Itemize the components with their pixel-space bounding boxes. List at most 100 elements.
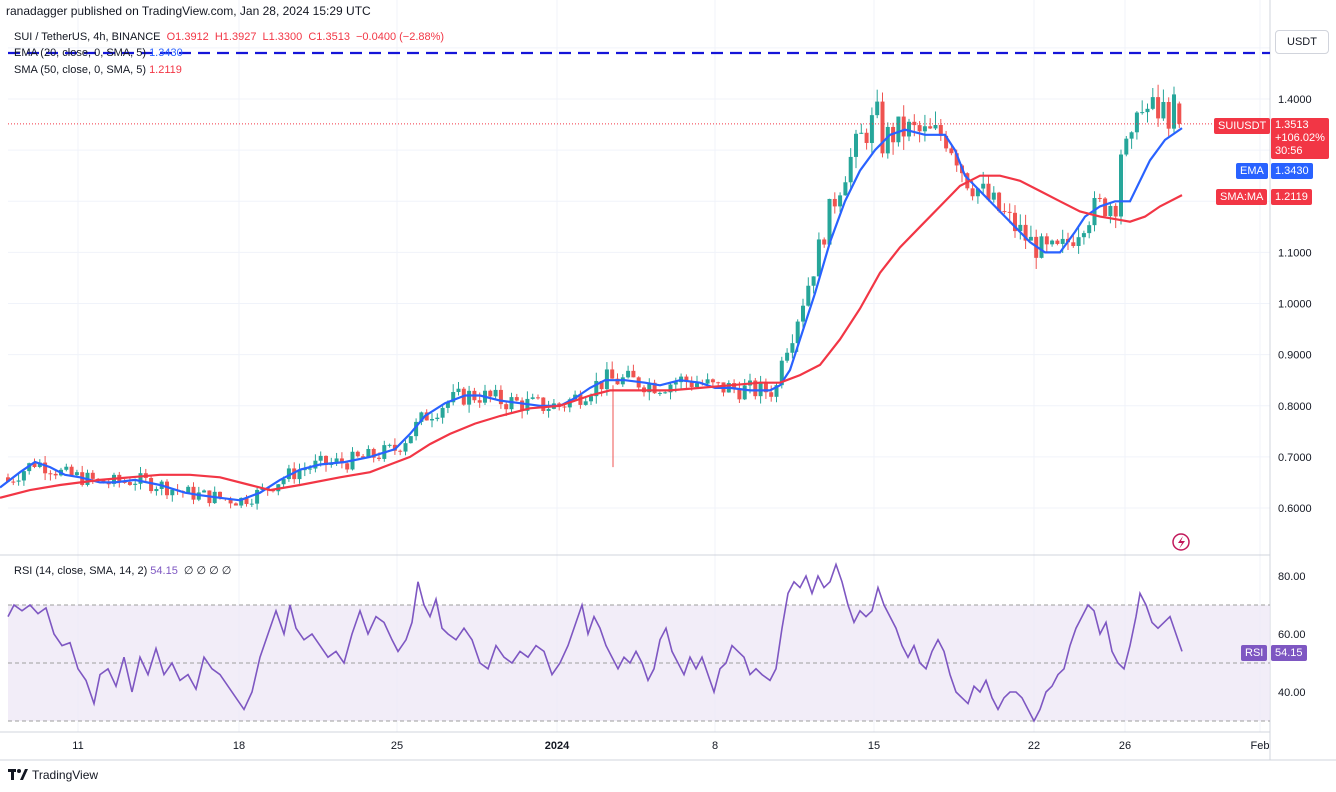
price-tick-label: 0.6000	[1278, 503, 1312, 515]
currency-button[interactable]: USDT	[1275, 30, 1329, 54]
rsi-tag-label: RSI	[1241, 645, 1268, 661]
candle-body	[122, 481, 127, 483]
candle-body	[790, 343, 795, 353]
candle-body	[239, 497, 244, 506]
rsi-tick-label: 80.00	[1278, 571, 1306, 583]
candle-body	[456, 388, 461, 393]
candle-body	[986, 183, 991, 200]
candle-body	[1023, 224, 1028, 241]
candle-body	[536, 397, 540, 399]
candle-body	[801, 305, 805, 322]
sma-tag-value: 1.2119	[1271, 189, 1312, 205]
ema-tag-value: 1.3430	[1271, 163, 1313, 179]
candle-body	[1140, 112, 1145, 114]
symbol-name: SUI / TetherUS, 4h, BINANCE	[14, 31, 161, 43]
candle-body	[864, 132, 869, 143]
candle-body	[1039, 236, 1044, 258]
candle-body	[170, 489, 175, 496]
candle-body	[1113, 205, 1118, 217]
candle-body	[345, 463, 350, 470]
candle-body	[705, 379, 710, 384]
candle-body	[138, 473, 143, 484]
candle-body	[822, 239, 827, 245]
candle-body	[631, 370, 636, 378]
candle-body	[1134, 112, 1139, 133]
candle-body	[806, 285, 811, 306]
candle-body	[880, 101, 885, 154]
candle-body	[133, 483, 138, 485]
tradingview-logo[interactable]: TradingView	[8, 768, 98, 782]
candle-body	[361, 456, 366, 458]
candle-body	[1002, 211, 1007, 213]
price-tick-label: 1.1000	[1278, 247, 1312, 259]
candle-body	[938, 125, 943, 136]
candle-body	[430, 419, 434, 421]
bar-countdown: 30:56	[1275, 145, 1303, 157]
candle-body	[334, 458, 339, 463]
candle-body	[21, 471, 26, 481]
candle-body	[53, 473, 58, 476]
candle-body	[424, 412, 429, 421]
ema-legend-label: EMA (20, close, 0, SMA, 5)	[14, 47, 147, 59]
candle-body	[1076, 237, 1081, 246]
candle-body	[970, 188, 975, 197]
candle-body	[165, 481, 169, 496]
candle-body	[594, 380, 599, 397]
candle-body	[90, 472, 95, 479]
candle-body	[541, 397, 546, 411]
price-tick-label: 0.7000	[1278, 452, 1312, 464]
sma-legend-label: SMA (50, close, 0, SMA, 5)	[14, 64, 147, 76]
rsi-legend-extras: ∅ ∅ ∅ ∅	[183, 565, 232, 577]
candle-body	[1081, 233, 1086, 238]
candle-body	[1177, 103, 1182, 124]
candle-body	[1156, 97, 1161, 119]
lightning-icon[interactable]	[1172, 533, 1190, 551]
candle-body	[1055, 240, 1060, 244]
candle-body	[498, 389, 503, 405]
candle-body	[981, 183, 986, 189]
time-tick-label: 26	[1119, 740, 1131, 752]
candle-body	[74, 472, 79, 476]
ohlc-open: O1.3912	[166, 31, 209, 43]
candle-body	[1129, 132, 1134, 139]
price-tick-label: 0.9000	[1278, 350, 1312, 362]
price-tick-label: 1.0000	[1278, 299, 1312, 311]
candle-body	[324, 455, 328, 465]
time-tick-label: 18	[233, 740, 245, 752]
candle-body	[1124, 138, 1129, 155]
candle-body	[16, 480, 21, 482]
candle-body	[1166, 101, 1171, 129]
candle-body	[901, 116, 906, 137]
change-percent: +106.02%	[1275, 132, 1325, 144]
candle-body	[1145, 108, 1150, 113]
candle-body	[997, 192, 1002, 212]
candle-body	[451, 392, 456, 403]
candle-body	[1013, 212, 1017, 232]
rsi-tag-value: 54.15	[1271, 645, 1307, 661]
candle-body	[1092, 197, 1097, 226]
price-tick-label: 0.8000	[1278, 401, 1312, 413]
candle-body	[255, 489, 260, 504]
candle-body	[917, 125, 922, 132]
candle-body	[302, 469, 307, 471]
candle-body	[281, 479, 286, 485]
sma-tag-label: SMA:MA	[1216, 189, 1268, 205]
ema-legend: EMA (20, close, 0, SMA, 5) 1.3430	[14, 47, 183, 59]
candle-body	[689, 381, 694, 387]
candle-body	[32, 463, 37, 467]
candle-body	[387, 444, 392, 446]
candle-body	[991, 192, 996, 200]
publisher-line: ranadagger published on TradingView.com,…	[6, 4, 371, 18]
candle-body	[737, 388, 742, 400]
candle-body	[520, 400, 525, 411]
candle-body	[626, 370, 631, 378]
time-tick-label: 15	[868, 740, 880, 752]
candle-body	[419, 412, 424, 422]
candle-body	[435, 417, 440, 420]
ohlc-change: −0.0400 (−2.88%)	[356, 31, 445, 43]
candle-body	[949, 148, 954, 154]
candle-body	[1060, 238, 1065, 244]
candle-body	[69, 466, 74, 476]
candle-body	[1087, 225, 1092, 234]
